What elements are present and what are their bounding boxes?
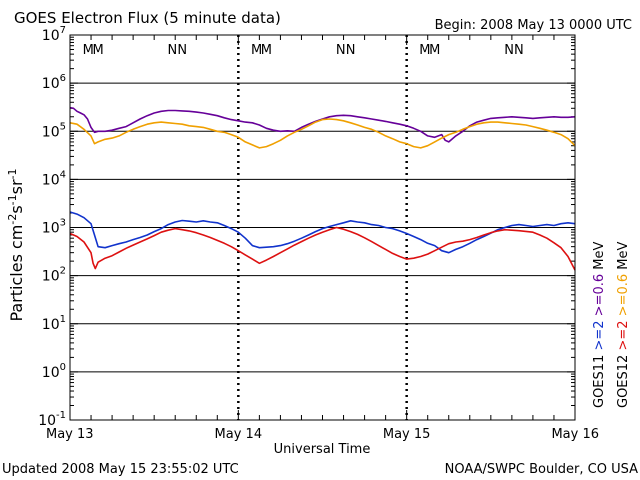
marker-m: M (251, 43, 262, 58)
y-axis-label: Particles cm-2s-1sr-1 (6, 168, 26, 321)
y-tick-label: 101 (42, 314, 66, 333)
y-tick-label: 103 (42, 218, 66, 237)
marker-m: M (419, 43, 430, 58)
legend-goes11-unit: MeV (592, 242, 607, 270)
legend-goes12-06mev: >=0.6 (616, 274, 631, 316)
plot-frame (69, 34, 576, 421)
marker-n: N (514, 43, 524, 58)
mn-markers: MM N N MM N N MM N N (83, 43, 524, 58)
svg-text:GOES12 >=2 >=0.6 MeV: GOES12 >=2 >=0.6 MeV (616, 242, 631, 408)
marker-n: N (504, 43, 514, 58)
series-line-goes12-2mev (69, 226, 576, 271)
y-tick-label: 104 (42, 169, 66, 188)
legend-goes12-sat: GOES12 (616, 355, 631, 408)
begin-time-label: Begin: 2008 May 13 0000 UTC (435, 18, 632, 33)
y-tick-label: 102 (42, 266, 66, 285)
marker-m: M (92, 43, 103, 58)
marker-n: N (177, 43, 187, 58)
x-tick-label: May 16 (551, 427, 599, 442)
series-line-goes11-06mev (69, 106, 576, 143)
legend-goes11-2mev: >=2 (592, 320, 607, 350)
x-tick-label: May 15 (383, 427, 431, 442)
data-series (69, 106, 576, 271)
y-tick-label: 106 (42, 73, 66, 92)
x-axis-ticks: May 13 May 14 May 15 May 16 (46, 35, 599, 442)
series-line-goes12-06mev (69, 118, 576, 149)
legend-goes12-2mev: >=2 (616, 320, 631, 350)
x-tick-label: May 13 (46, 427, 94, 442)
y-tick-label: 107 (42, 25, 66, 44)
marker-n: N (336, 43, 346, 58)
marker-n: N (168, 43, 178, 58)
y-tick-label: 10-1 (38, 410, 66, 429)
legend-goes11: GOES11 >=2 >=0.6 MeV (592, 242, 607, 408)
credit-label: NOAA/SWPC Boulder, CO USA (445, 462, 638, 477)
y-tick-label: 105 (42, 121, 66, 140)
x-tick-label: May 14 (215, 427, 263, 442)
svg-text:GOES11 >=2 >=0.6 MeV: GOES11 >=2 >=0.6 MeV (592, 242, 607, 408)
y-axis-ticks: 107 106 105 104 103 102 101 100 10-1 (38, 25, 575, 429)
x-axis-label: Universal Time (274, 442, 371, 457)
legend-goes12-unit: MeV (616, 242, 631, 270)
chart-title: GOES Electron Flux (5 minute data) (14, 9, 281, 27)
updated-timestamp: Updated 2008 May 15 23:55:02 UTC (2, 462, 239, 477)
legend-goes11-06mev: >=0.6 (592, 274, 607, 316)
marker-m: M (429, 43, 440, 58)
y-tick-label: 100 (42, 362, 66, 381)
marker-m: M (83, 43, 94, 58)
marker-n: N (346, 43, 356, 58)
marker-m: M (261, 43, 272, 58)
legend-goes12: GOES12 >=2 >=0.6 MeV (616, 242, 631, 408)
legend-goes11-sat: GOES11 (592, 355, 607, 408)
plot-grid (70, 35, 575, 420)
